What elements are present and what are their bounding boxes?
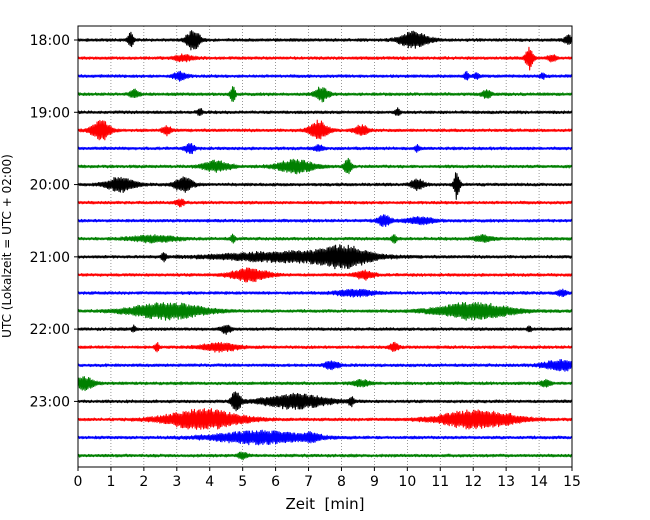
trace-line xyxy=(77,429,573,446)
plot-frame xyxy=(77,25,573,468)
x-tick-label: 0 xyxy=(74,474,83,490)
x-ticks: 0 1 2 3 4 5 6 7 8 9 10 11 12 13 14 15 xyxy=(74,467,581,490)
trace-line xyxy=(77,391,573,412)
x-tick-label: 1 xyxy=(106,474,115,490)
trace-line xyxy=(77,70,573,82)
trace-line xyxy=(77,408,573,430)
x-tick-label: 2 xyxy=(139,474,148,490)
trace-line xyxy=(77,301,573,321)
trace-line xyxy=(77,376,573,392)
x-tick-label: 12 xyxy=(464,474,482,490)
trace-line xyxy=(77,214,573,227)
y-tick-label: 18:00 xyxy=(30,33,70,49)
trace-line xyxy=(77,267,573,283)
x-tick-label: 15 xyxy=(563,474,581,490)
y-tick-label: 22:00 xyxy=(30,322,70,338)
x-tick-label: 14 xyxy=(530,474,548,490)
trace-line xyxy=(77,30,573,51)
y-axis-label: UTC (Lokalzeit = UTC + 02:00) xyxy=(0,154,14,338)
trace-lines xyxy=(77,30,573,461)
y-tick-label: 19:00 xyxy=(30,105,70,121)
y-tick-label: 21:00 xyxy=(30,250,70,266)
trace-line xyxy=(77,172,573,200)
x-tick-label: 9 xyxy=(370,474,379,490)
x-tick-label: 13 xyxy=(497,474,515,490)
x-axis-label: Zeit [min] xyxy=(285,495,364,513)
trace-line xyxy=(77,451,573,461)
trace-line xyxy=(77,288,573,298)
y-tick-label: 20:00 xyxy=(30,178,70,194)
trace-line xyxy=(77,324,573,335)
x-tick-label: 4 xyxy=(205,474,214,490)
x-tick-label: 8 xyxy=(337,474,346,490)
trace-line xyxy=(77,244,573,270)
trace-line xyxy=(77,119,573,141)
trace-line xyxy=(77,233,573,244)
trace-line xyxy=(77,86,573,103)
trace-line xyxy=(77,107,573,116)
x-tick-label: 6 xyxy=(271,474,280,490)
y-tick-label: 23:00 xyxy=(30,394,70,410)
y-ticks: 18:00 19:00 20:00 21:00 22:00 23:00 xyxy=(30,33,78,410)
trace-line xyxy=(77,157,573,175)
x-tick-label: 11 xyxy=(431,474,449,490)
trace-line xyxy=(77,142,573,155)
x-tick-label: 5 xyxy=(238,474,247,490)
trace-line xyxy=(77,341,573,353)
x-tick-label: 3 xyxy=(172,474,181,490)
trace-line xyxy=(77,198,573,208)
trace-line xyxy=(77,46,573,71)
x-tick-label: 7 xyxy=(304,474,313,490)
trace-line xyxy=(77,359,573,372)
x-tick-label: 10 xyxy=(398,474,416,490)
